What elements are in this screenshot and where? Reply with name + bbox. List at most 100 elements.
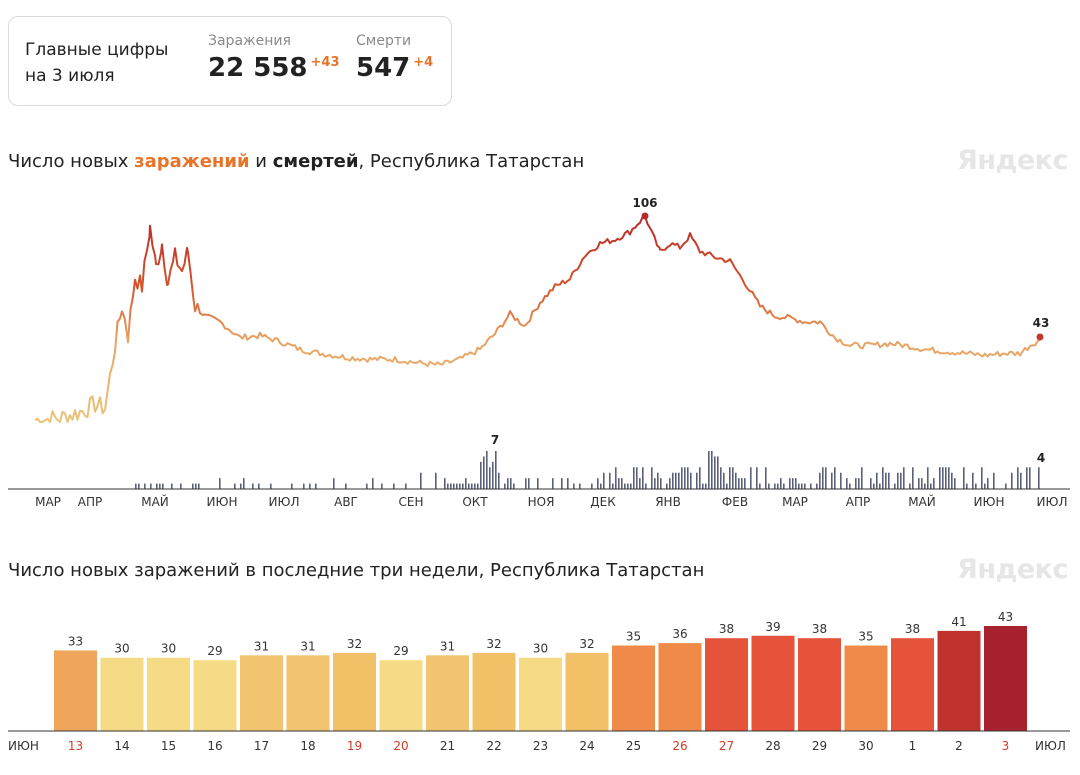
x-tick-label: АПР [78,495,102,509]
x-tick-label: 27 [719,739,734,753]
bar [658,643,702,731]
death-bar [927,467,929,489]
death-bar [525,478,527,489]
bar [472,652,516,731]
death-bar [720,467,722,489]
death-bar [366,483,368,489]
x-tick-label: 23 [533,739,548,753]
x-tick-label: 22 [486,739,501,753]
bar-value-label: 41 [951,615,966,629]
death-bar [984,483,986,489]
death-bar [660,478,662,489]
bar [891,638,934,731]
summary-title-line2: на 3 июля [25,66,115,86]
death-bar [672,472,674,489]
death-bar [942,467,944,489]
death-bar [897,472,899,489]
yandex-logo-2: Яндекс [957,554,1068,585]
death-bar [615,467,617,489]
infections-series-line [34,215,1041,423]
bar [844,645,888,731]
death-bar [987,478,989,489]
chart1-title-deaths: смертей [272,151,359,172]
death-bar [765,467,767,489]
bar-value-label: 32 [347,637,362,651]
x-tick-label: 20 [393,739,408,753]
bar-value-label: 36 [672,627,687,641]
death-bar [888,472,890,489]
chart1-title-prefix: Число новых [8,151,135,172]
x-tick-label: 25 [626,739,641,753]
death-bar [750,467,752,489]
bar [286,655,330,731]
death-bar [696,472,698,489]
death-bar [453,483,455,489]
x-tick-label: ФЕВ [722,495,748,509]
death-bar [471,483,473,489]
death-bar [879,483,881,489]
bar-value-label: 38 [719,622,734,636]
death-bar [567,478,569,489]
infections-value: 22 558 [208,53,308,83]
death-bar [144,483,146,489]
death-bar [1020,472,1022,489]
death-bar [135,483,137,489]
death-bar [726,483,728,489]
bar [193,660,237,731]
infections-last-label: 43 [1033,316,1050,330]
bar [54,650,97,731]
bar-value-label: 30 [533,642,548,656]
deaths-delta: +4 [413,55,434,70]
bar-value-label: 39 [765,620,780,634]
death-bar [345,483,347,489]
bar [937,630,981,731]
bar-value-label: 43 [998,610,1013,624]
death-bar [792,478,794,489]
bar-value-label: 32 [486,637,501,651]
death-bar [882,467,884,489]
death-bar [597,478,599,489]
death-bar [630,483,632,489]
death-bar [981,467,983,489]
death-bar [822,467,824,489]
death-bar [717,456,719,489]
death-bar [678,472,680,489]
death-bar [420,472,422,489]
bar-value-label: 29 [393,644,408,658]
death-bar [468,483,470,489]
death-bar [801,483,803,489]
death-bar [138,483,140,489]
bar-value-label: 29 [207,644,222,658]
death-bar [456,483,458,489]
death-bar [975,483,977,489]
death-bar [681,467,683,489]
death-bar [447,483,449,489]
x-tick-label: ЯНВ [655,495,681,509]
bar [240,655,283,731]
death-bar [639,478,641,489]
death-bar [591,483,593,489]
death-bar [858,478,860,489]
x-tick-label: 21 [440,739,455,753]
death-bar [528,478,530,489]
x-tick-label: ИЮН [207,495,238,509]
death-bar [492,461,494,489]
death-bar [504,483,506,489]
death-bar [618,478,620,489]
chart2-title: Число новых заражений в последние три не… [8,560,705,581]
x-tick-label: 24 [579,739,594,753]
death-bar [741,478,743,489]
death-bar [909,483,911,489]
death-bar [948,467,950,489]
death-bar [513,483,515,489]
x-tick-label: 3 [1002,739,1010,753]
death-bar [642,467,644,489]
death-bar [825,467,827,489]
last-dot [1036,333,1044,341]
bar-value-label: 32 [579,637,594,651]
death-bar [783,483,785,489]
bar [426,655,469,731]
death-bar [900,472,902,489]
death-bar [219,478,221,489]
